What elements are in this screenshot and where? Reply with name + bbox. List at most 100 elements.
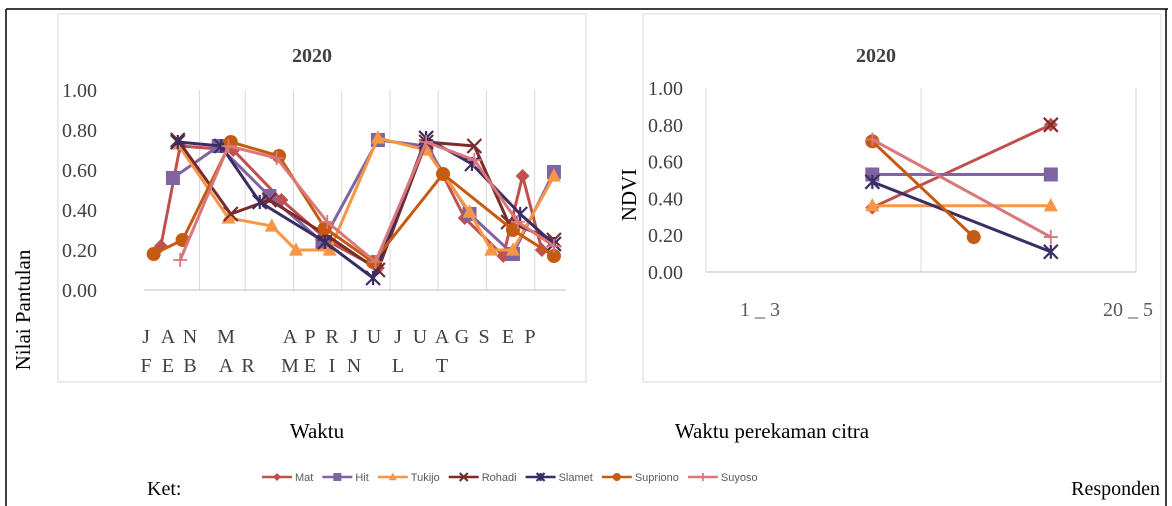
chart-ndvi: 0.00 0.20 0.40 0.60 0.80 1.00: [648, 78, 1137, 284]
chart1-xtick-row1-0: J: [142, 326, 150, 348]
legend: Mat Hit Tukijo Rohadi Slamet Supriono Suyoso: [262, 472, 758, 484]
chart1-xtick-row2-7: I: [329, 355, 336, 377]
chart1-point-supriono-0: [146, 247, 161, 261]
chart1-point-mat-9: [515, 169, 530, 183]
chart1-xtick-row1-8: J: [350, 326, 358, 348]
chart1-xtick-row1-12: A: [435, 326, 450, 348]
chart2-frame: [642, 13, 1162, 383]
chart2-ytick-2: 0.40: [648, 188, 683, 210]
chart1-xtick-row2-10: L: [392, 355, 404, 377]
legend-label-slamet: Slamet: [559, 472, 593, 484]
legend-label-tukijo: Tukijo: [411, 472, 440, 484]
legend-marker-suyoso: [698, 473, 707, 481]
legend-marker-supriono: [612, 473, 621, 481]
chart2-series-line-suyoso: [871, 138, 1052, 239]
chart2-xtick-1: 1 _ 3: [740, 299, 780, 321]
chart1-point-supriono-6: [436, 167, 451, 181]
chart1-point-suyoso-1: [221, 139, 236, 153]
chart1-xtick-row1-9: U: [367, 326, 382, 348]
chart1-xtick-row1-14: S: [478, 326, 489, 348]
chart1-point-tukijo-3: [288, 242, 303, 256]
chart2-point-suyoso-1: [1043, 230, 1058, 245]
legend-label-mat: Mat: [295, 472, 313, 484]
ket-label: Ket:: [147, 478, 181, 500]
chart1-xtick-row2-12: T: [436, 355, 448, 377]
legend-label-hit: Hit: [355, 472, 368, 484]
chart2-ytick-1: 0.20: [648, 225, 683, 247]
chart2-xtick-2: 20 _ 5: [1103, 299, 1153, 321]
chart2-point-slamet-1: [1043, 243, 1059, 260]
chart1-point-slamet-3: [317, 234, 333, 250]
chart1-xtick-row2-8: N: [347, 355, 361, 377]
chart1-point-hit-2: [262, 189, 277, 203]
chart1-xtick-row1-15: E: [502, 326, 514, 348]
legend-marker-tukijo: [388, 472, 397, 481]
responden-label: Responden: [1071, 478, 1160, 500]
chart1-point-tukijo-7: [462, 204, 477, 218]
chart2-point-tukijo-0: [865, 198, 880, 212]
chart2-ytick-5: 1.00: [648, 78, 683, 100]
chart2-point-suyoso-0: [865, 132, 880, 147]
chart1-point-supriono-7: [505, 223, 520, 237]
chart1-xtick-row1-16: P: [524, 326, 535, 348]
chart2-point-supriono-1: [966, 230, 981, 245]
chart1-point-suyoso-5: [419, 135, 434, 149]
chart1-xtick-row1-2: N: [183, 326, 197, 348]
chart1-point-rohadi-6: [466, 138, 483, 154]
chart1-point-suyoso-6: [467, 153, 482, 167]
chart2-point-rohadi-0: [1043, 117, 1059, 133]
legend-label-rohadi: Rohadi: [482, 472, 517, 484]
chart1-point-suyoso-4: [368, 255, 383, 269]
chart1-xtick-row1-10: J: [394, 326, 402, 348]
chart1-point-supriono-8: [546, 249, 561, 263]
chart1-point-tukijo-8: [484, 242, 499, 256]
chart2-ytick-0: 0.00: [648, 262, 683, 284]
legend-marker-slamet: [535, 472, 546, 482]
chart1-point-tukijo-10: [546, 168, 561, 182]
chart1-ytick-2: 0.40: [62, 200, 97, 222]
chart2-point-tukijo-1: [1043, 198, 1058, 212]
chart1-title: 2020: [292, 45, 332, 67]
chart1-point-suyoso-2: [269, 151, 284, 165]
chart2-xlabel: Waktu perekaman citra: [675, 419, 870, 443]
chart1-ytick-1: 0.20: [62, 240, 97, 262]
chart1-xtick-row2-1: E: [162, 355, 174, 377]
chart1-point-tukijo-5: [370, 130, 385, 144]
legend-marker-mat: [273, 473, 281, 481]
chart2-ytick-4: 0.80: [648, 115, 683, 137]
chart1-ytick-3: 0.60: [62, 160, 97, 182]
chart1-point-slamet-2: [251, 194, 268, 210]
chart1-ytick-0: 0.00: [62, 280, 97, 302]
chart1-point-suyoso-8: [546, 239, 561, 253]
chart1-point-suyoso-7: [510, 215, 525, 229]
chart1-point-tukijo-4: [322, 242, 337, 256]
chart2-point-slamet-0: [864, 174, 881, 190]
chart2-point-hit-1: [1043, 167, 1058, 182]
chart1-ylabel: Nilai Pantulan: [11, 249, 35, 370]
legend-marker-rohadi: [458, 472, 469, 482]
chart1-frame: [57, 13, 587, 383]
chart1-xtick-row2-2: B: [183, 355, 196, 377]
chart2-ytick-3: 0.60: [648, 152, 683, 174]
chart1-xtick-row1-3: M: [217, 326, 235, 348]
chart1-xtick-row1-13: G: [455, 326, 469, 348]
legend-label-suyoso: Suyoso: [721, 472, 758, 484]
chart1-point-suyoso-3: [320, 215, 335, 229]
chart1-xtick-row1-1: A: [161, 326, 176, 348]
chart1-xtick-row2-4: R: [241, 355, 255, 377]
chart1-point-rohadi-1: [223, 206, 239, 222]
chart1-point-supriono-3: [272, 149, 287, 163]
chart1-xtick-row1-7: R: [325, 326, 339, 348]
chart1-ytick-4: 0.80: [62, 120, 97, 142]
chart2-ylabel: NDVI: [617, 169, 641, 222]
chart1-xtick-row2-6: E: [304, 355, 316, 377]
chart2-series-line-slamet: [871, 180, 1052, 254]
legend-marker-hit: [333, 473, 342, 481]
chart-nilai-pantulan: 0.000.200.400.600.801.00J A N M A P R J U J U A G S E P…: [62, 80, 566, 377]
chart1-point-suyoso-0: [173, 253, 188, 267]
chart1-ytick-5: 1.00: [62, 80, 97, 102]
chart1-xtick-row2-0: F: [140, 355, 151, 377]
chart1-xtick-row2-3: A: [219, 355, 234, 377]
